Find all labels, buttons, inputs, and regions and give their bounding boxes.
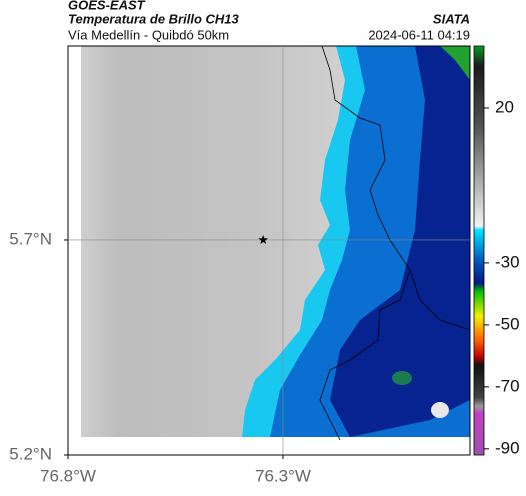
location-marker bbox=[258, 235, 268, 244]
colorbar-tick-label: -90 bbox=[495, 438, 520, 457]
y-tick-label: 5.7°N bbox=[9, 229, 52, 248]
border bbox=[409, 269, 470, 331]
title: Temperatura de Brillo CH13 bbox=[68, 11, 240, 26]
source: SIATA bbox=[433, 11, 470, 26]
map-frame bbox=[67, 45, 471, 456]
subtitle: Vía Medellín - Quibdó 50km bbox=[68, 27, 229, 42]
satellite-label: GOES-EAST bbox=[68, 0, 146, 12]
datetime: 2024-06-11 04:19 bbox=[368, 27, 470, 42]
colorbar-tick-label: 20 bbox=[495, 97, 514, 116]
colorbar-tick-label: -50 bbox=[495, 314, 520, 333]
border bbox=[319, 46, 411, 441]
cloud-gap bbox=[431, 402, 449, 418]
cloud-navy bbox=[330, 46, 470, 437]
colorbar-tick-label: -30 bbox=[495, 252, 520, 271]
x-tick-label: 76.3°W bbox=[255, 466, 311, 485]
cloud-green bbox=[440, 46, 470, 80]
y-tick-label: 5.2°N bbox=[9, 444, 52, 463]
colorbar bbox=[473, 45, 485, 456]
x-tick-label: 76.8°W bbox=[40, 466, 96, 485]
imagery bbox=[81, 46, 470, 441]
colorbar-tick-label: -70 bbox=[495, 376, 520, 395]
cloud-core bbox=[392, 371, 412, 385]
